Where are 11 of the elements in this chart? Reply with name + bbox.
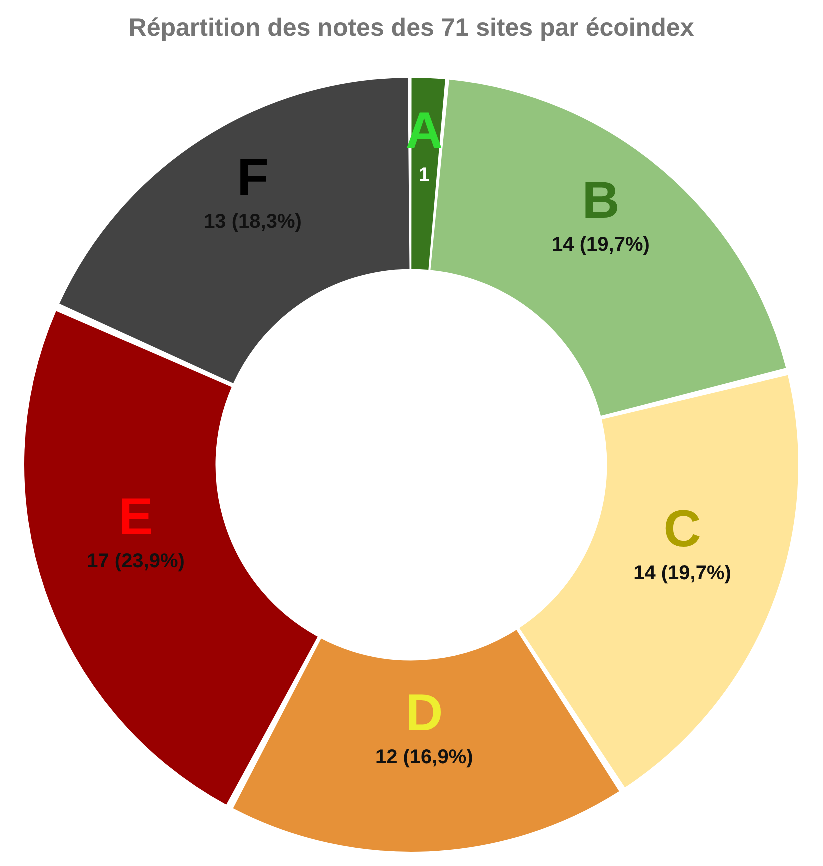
slice-label: F <box>237 148 269 207</box>
chart-title: Répartition des notes des 71 sites par écoindex <box>128 14 694 42</box>
slice-label: B <box>582 172 620 230</box>
slice-label: C <box>664 500 702 558</box>
data-label: 14 (19,7%) <box>552 234 650 256</box>
data-label: 12 (16,9%) <box>375 746 474 769</box>
data-label: 17 (23,9%) <box>87 550 185 572</box>
slice-label: D <box>406 684 444 742</box>
data-label: 14 (19,7%) <box>634 562 732 585</box>
data-label: 1 <box>418 164 430 186</box>
slice-label: E <box>118 488 154 546</box>
